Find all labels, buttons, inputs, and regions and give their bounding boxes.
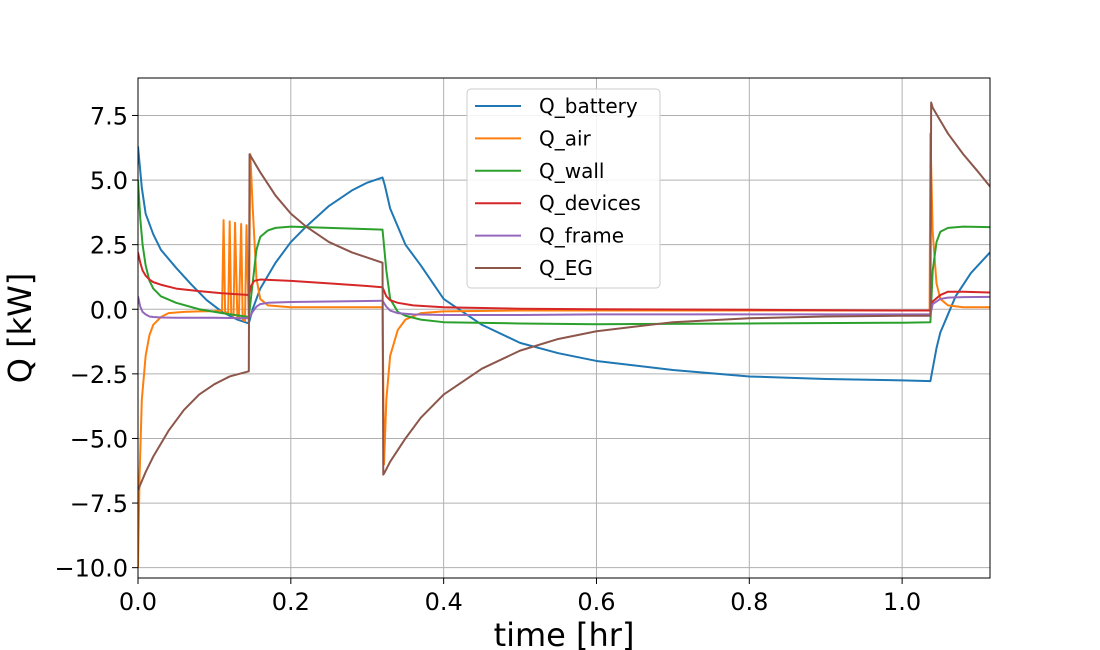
y-tick-label: 7.5 (90, 102, 128, 130)
legend-label: Q_devices (539, 191, 641, 215)
series-line-q-frame (138, 295, 990, 320)
x-tick-label: 0.8 (730, 588, 768, 616)
y-tick-label: −7.5 (70, 490, 128, 518)
legend-label: Q_frame (539, 224, 624, 248)
x-tick-label: 0.2 (272, 588, 310, 616)
legend-label: Q_air (539, 126, 592, 150)
x-tick-label: 1.0 (883, 588, 921, 616)
y-axis-label: Q [kW] (1, 273, 39, 384)
y-tick-label: −2.5 (70, 361, 128, 389)
x-tick-label: 0.4 (425, 588, 463, 616)
legend-label: Q_EG (539, 256, 593, 280)
y-tick-label: 5.0 (90, 167, 128, 195)
legend-label: Q_battery (539, 94, 638, 118)
series-line-q-wall (138, 180, 990, 326)
y-tick-label: −10.0 (54, 555, 128, 583)
series-line-q-eg (138, 101, 990, 491)
x-axis-label: time [hr] (494, 616, 635, 650)
series-layer (138, 101, 990, 568)
series-line-q-devices (138, 252, 990, 312)
legend: Q_battery Q_air Q_wall Q_devices Q_frame Q_EG (466, 88, 661, 289)
legend-label: Q_wall (539, 159, 604, 183)
series-line-q-battery (138, 146, 990, 383)
x-tick-label: 0.6 (577, 588, 615, 616)
y-tick-label: 0.0 (90, 296, 128, 324)
plot-frame (137, 77, 991, 579)
y-tick-label: 2.5 (90, 232, 128, 260)
x-axis-ticks: 0.0 0.2 0.4 0.6 0.8 1.0 (119, 578, 921, 616)
y-tick-label: −5.0 (70, 425, 128, 453)
y-axis-ticks: −10.0 −7.5 −5.0 −2.5 0.0 2.5 5.0 7.5 (54, 102, 138, 583)
x-tick-label: 0.0 (119, 588, 157, 616)
